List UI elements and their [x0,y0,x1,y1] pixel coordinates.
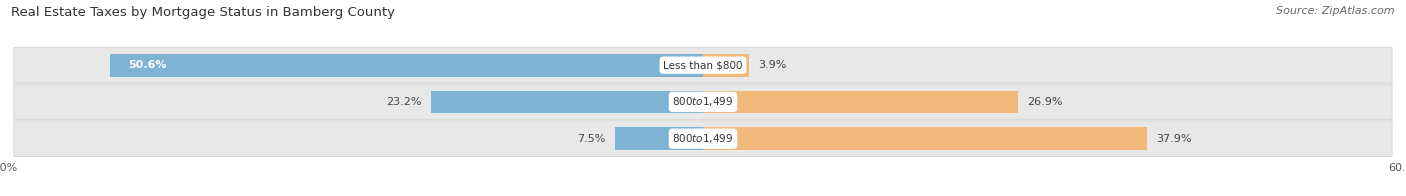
Text: $800 to $1,499: $800 to $1,499 [672,95,734,108]
Text: 37.9%: 37.9% [1156,134,1192,144]
Text: Less than $800: Less than $800 [664,60,742,70]
Bar [616,127,703,150]
Text: 3.9%: 3.9% [758,60,786,70]
Text: 50.6%: 50.6% [128,60,166,70]
Bar [110,54,703,77]
Text: 7.5%: 7.5% [578,134,606,144]
Bar [703,127,1147,150]
Text: Real Estate Taxes by Mortgage Status in Bamberg County: Real Estate Taxes by Mortgage Status in … [11,6,395,19]
FancyBboxPatch shape [14,84,1392,120]
Text: $800 to $1,499: $800 to $1,499 [672,132,734,145]
Text: 26.9%: 26.9% [1028,97,1063,107]
FancyBboxPatch shape [14,47,1392,83]
Bar [432,91,703,113]
FancyBboxPatch shape [14,121,1392,156]
Text: Source: ZipAtlas.com: Source: ZipAtlas.com [1277,6,1395,16]
Bar [703,54,749,77]
Text: 23.2%: 23.2% [387,97,422,107]
Bar [703,91,1018,113]
